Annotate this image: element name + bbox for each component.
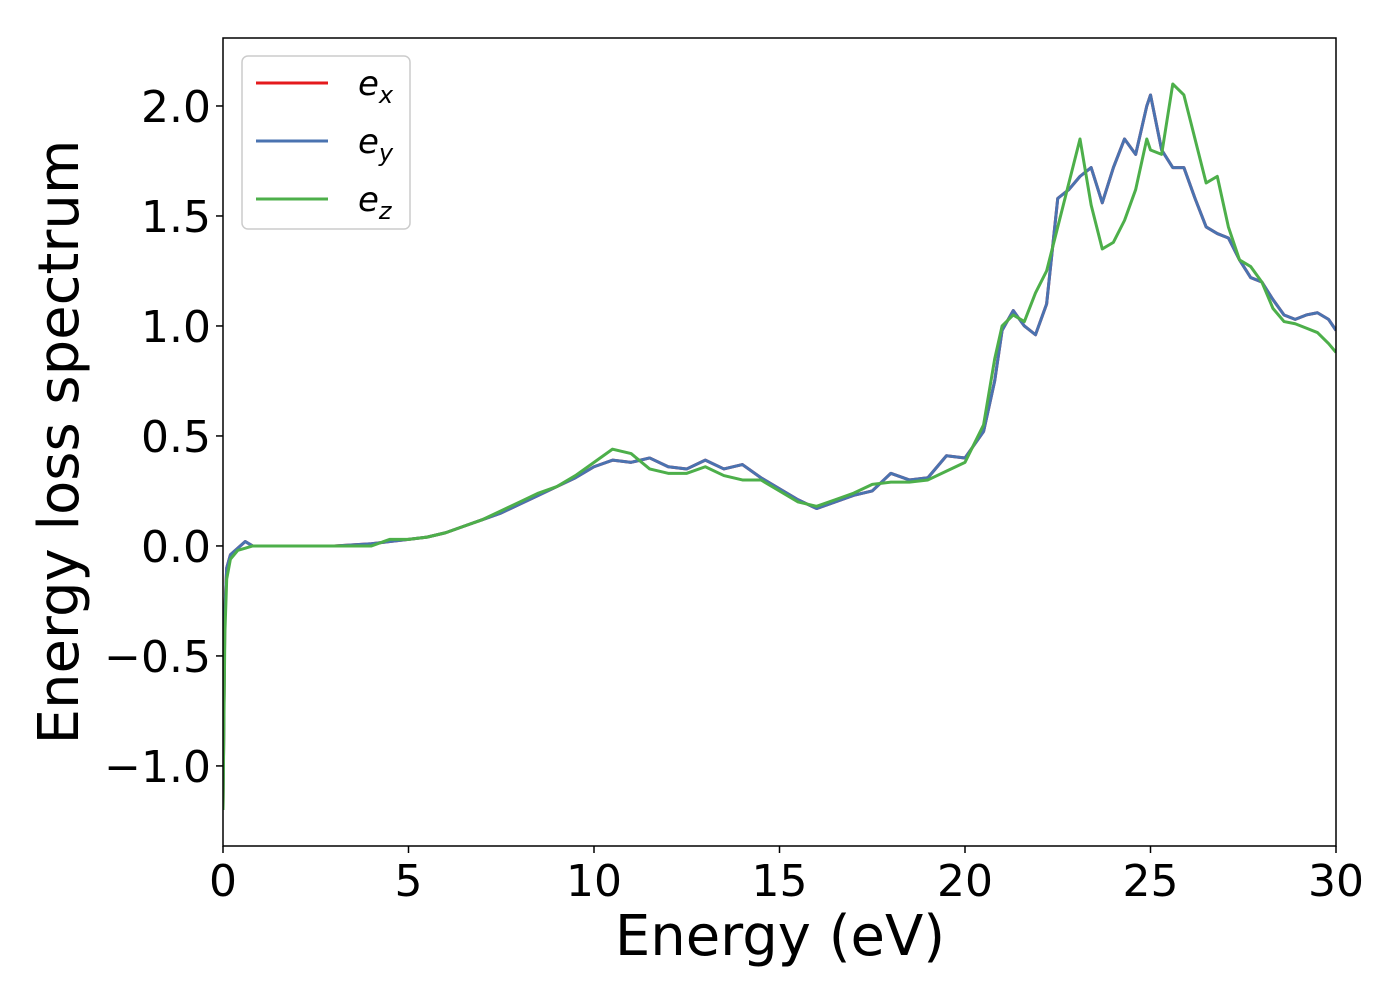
y-tick-label: −0.5 <box>104 632 211 683</box>
series-line <box>223 82 1336 810</box>
x-tick-label: 30 <box>1308 856 1364 907</box>
x-axis-label: Energy (eV) <box>615 904 945 969</box>
x-tick-label: 20 <box>937 856 993 907</box>
x-tick-label: 0 <box>209 856 237 907</box>
legend-label: ez <box>358 180 393 225</box>
y-tick-label: 1.5 <box>141 192 211 243</box>
x-tick-label: 15 <box>752 856 808 907</box>
y-axis-label: Energy loss spectrum <box>27 140 92 745</box>
legend-label: ey <box>358 122 394 167</box>
y-tick-label: 1.0 <box>141 302 211 353</box>
plot-frame <box>222 37 1337 847</box>
x-tick-label: 10 <box>566 856 622 907</box>
x-tick-label: 5 <box>395 856 423 907</box>
y-tick-label: −1.0 <box>104 742 211 793</box>
legend-label: ex <box>358 64 394 109</box>
y-tick-label: 0.0 <box>141 522 211 573</box>
plot-lines <box>223 82 1336 810</box>
x-tick-label: 25 <box>1123 856 1179 907</box>
y-tick-label: 2.0 <box>141 82 211 133</box>
y-tick-label: 0.5 <box>141 412 211 463</box>
